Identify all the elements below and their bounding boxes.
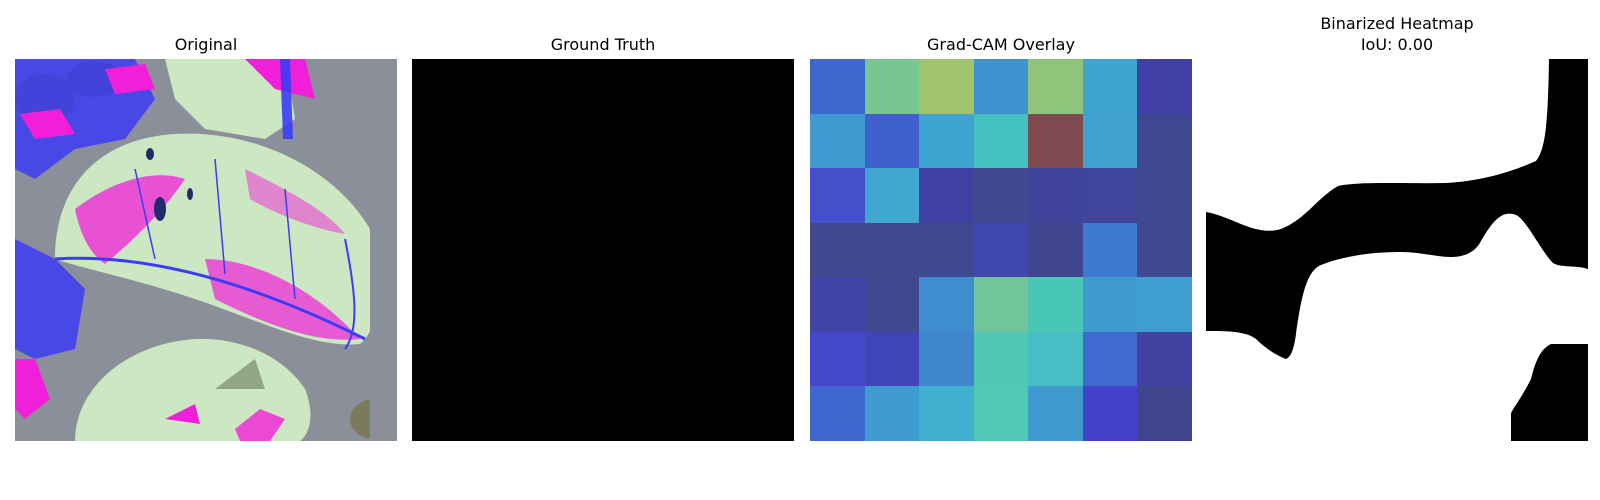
gradcam-cell (1028, 277, 1083, 332)
binarized-title: Binarized Heatmap IoU: 0.00 (1206, 13, 1588, 55)
gradcam-cell (1082, 277, 1138, 332)
binarized-title-line1: Binarized Heatmap (1320, 14, 1474, 33)
gradcam-cell (973, 113, 1029, 169)
gradcam-cell (810, 277, 865, 332)
gradcam-cell (1137, 331, 1192, 387)
gradcam-cell (919, 277, 974, 332)
gradcam-cell (919, 331, 974, 387)
gradcam-cell (973, 168, 1029, 223)
gradcam-cell (810, 168, 865, 223)
gradcam-cell (1137, 222, 1192, 278)
binarized-heatmap (1206, 59, 1588, 441)
gradcam-cell (1028, 168, 1083, 223)
ground-truth-mask (412, 59, 794, 441)
gradcam-cell (864, 113, 920, 169)
gradcam-cell (1082, 331, 1138, 387)
gradcam-cell (864, 277, 920, 332)
gradcam-cell (810, 113, 865, 169)
gradcam-cell (1137, 113, 1192, 169)
gradcam-cell (973, 277, 1029, 332)
gradcam-cell (1028, 59, 1083, 114)
gradcam-cell (1137, 59, 1192, 114)
gradcam-cell (919, 386, 974, 441)
gradcam-cell (864, 168, 920, 223)
gradcam-cell (1137, 168, 1192, 223)
gradcam-cell (864, 386, 920, 441)
gradcam-cell (1028, 113, 1083, 169)
gradcam-cell (973, 331, 1029, 387)
gradcam-cell (1082, 222, 1138, 278)
gradcam-cell (919, 222, 974, 278)
original-title: Original (174, 35, 238, 54)
gradcam-cell (919, 59, 974, 114)
gradcam-cell (1082, 113, 1138, 169)
gradcam-cell (1028, 386, 1083, 441)
binarized-mask-region-main (1206, 59, 1588, 359)
gradcam-cell (1082, 59, 1138, 114)
gradcam-cell (1028, 222, 1083, 278)
gradcam-title: Grad-CAM Overlay (927, 35, 1075, 54)
gradcam-cell (1082, 168, 1138, 223)
original-image (15, 59, 397, 441)
gradcam-cell (919, 168, 974, 223)
gradcam-cell (1137, 277, 1192, 332)
gradcam-cell (973, 59, 1029, 114)
gradcam-cell (919, 113, 974, 169)
ground-truth-title: Ground Truth (550, 35, 656, 54)
gradcam-cell (810, 59, 865, 114)
binarized-mask-region-corner (1511, 344, 1588, 441)
gradcam-cell (973, 222, 1029, 278)
gradcam-cell (1082, 386, 1138, 441)
gradcam-cell (810, 386, 865, 441)
gradcam-cell (1137, 386, 1192, 441)
iou-label: IoU: 0.00 (1360, 35, 1434, 54)
gradcam-cell (810, 222, 865, 278)
gradcam-cell (973, 386, 1029, 441)
gradcam-cell (864, 59, 920, 114)
gradcam-cell (1028, 331, 1083, 387)
gradcam-cell (810, 331, 865, 387)
gradcam-cell (864, 331, 920, 387)
gradcam-overlay (810, 59, 1192, 441)
gradcam-grid (810, 59, 1192, 441)
gradcam-cell (864, 222, 920, 278)
